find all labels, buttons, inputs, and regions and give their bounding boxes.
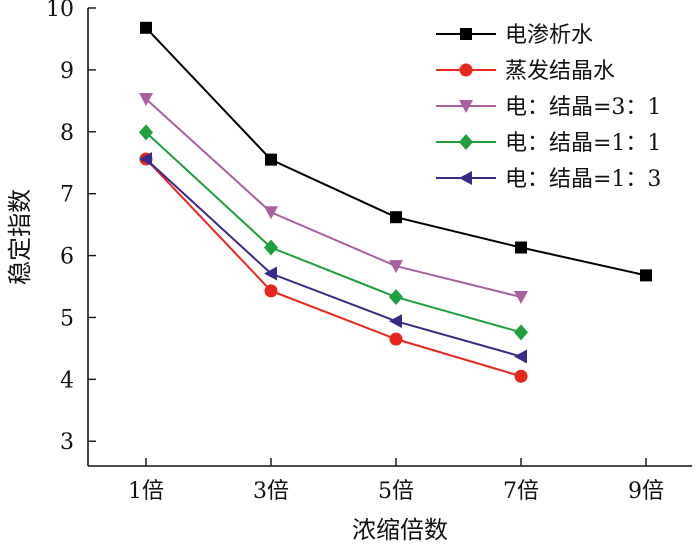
legend-marker bbox=[459, 100, 473, 113]
data-point bbox=[514, 324, 528, 341]
series-3 bbox=[139, 92, 528, 305]
data-point bbox=[139, 152, 152, 167]
y-axis: 3 4 5 6 7 8 9 10 bbox=[46, 0, 96, 455]
legend-marker bbox=[459, 171, 472, 185]
legend-item: 蒸发结晶水 bbox=[436, 59, 615, 84]
data-point bbox=[514, 369, 528, 383]
data-point bbox=[515, 241, 527, 254]
y-tick-label: 6 bbox=[60, 245, 74, 270]
x-axis-title: 浓缩倍数 bbox=[352, 516, 448, 544]
y-tick-label: 3 bbox=[60, 430, 74, 455]
y-tick-label: 7 bbox=[60, 183, 74, 208]
data-point bbox=[640, 269, 652, 282]
series-1 bbox=[140, 21, 652, 282]
legend-item: 电：结晶=3：1 bbox=[436, 95, 661, 120]
data-point bbox=[514, 291, 528, 305]
data-point bbox=[264, 266, 277, 281]
series-4 bbox=[139, 124, 528, 341]
legend-label: 电：结晶=1：3 bbox=[505, 167, 661, 192]
legend-marker bbox=[459, 63, 473, 77]
data-point bbox=[264, 239, 278, 256]
y-tick-label: 4 bbox=[60, 368, 74, 393]
data-point bbox=[389, 260, 403, 274]
x-tick-label: 1倍 bbox=[128, 479, 164, 504]
legend-item: 电渗析水 bbox=[436, 23, 593, 48]
data-point bbox=[264, 284, 278, 298]
y-tick-label: 8 bbox=[60, 121, 74, 146]
series-line bbox=[145, 131, 522, 334]
plot-frame bbox=[87, 8, 692, 467]
data-point bbox=[389, 289, 403, 306]
legend-label: 电渗析水 bbox=[505, 23, 593, 48]
series-layer bbox=[139, 21, 652, 383]
data-point bbox=[265, 153, 277, 166]
series-5 bbox=[139, 152, 527, 364]
data-point bbox=[264, 206, 278, 220]
legend-item: 电：结晶=1：3 bbox=[436, 167, 661, 192]
legend-marker bbox=[460, 28, 472, 40]
x-tick-label: 7倍 bbox=[503, 479, 539, 504]
data-point bbox=[140, 21, 152, 34]
y-tick-label: 9 bbox=[60, 59, 74, 84]
legend-item: 电：结晶=1：1 bbox=[436, 131, 661, 156]
legend-label: 电：结晶=1：1 bbox=[505, 131, 661, 156]
legend-label: 电：结晶=3：1 bbox=[505, 95, 661, 120]
series-2 bbox=[139, 152, 528, 383]
x-axis: 1倍 3倍 5倍 7倍 9倍 bbox=[128, 458, 664, 504]
y-tick-label: 10 bbox=[46, 0, 74, 22]
series-line bbox=[145, 158, 522, 378]
y-tick-label: 5 bbox=[60, 306, 74, 331]
series-line bbox=[145, 98, 522, 299]
data-point bbox=[389, 314, 402, 329]
legend-marker bbox=[459, 134, 473, 150]
data-point bbox=[514, 349, 527, 364]
y-axis-title: 稳定指数 bbox=[6, 189, 34, 285]
x-tick-label: 3倍 bbox=[253, 479, 289, 504]
x-tick-label: 9倍 bbox=[628, 479, 664, 504]
series-line bbox=[145, 158, 522, 358]
data-point bbox=[389, 332, 403, 346]
x-tick-label: 5倍 bbox=[378, 479, 414, 504]
data-point bbox=[139, 124, 153, 141]
legend-label: 蒸发结晶水 bbox=[505, 59, 615, 84]
data-point bbox=[139, 92, 153, 106]
data-point bbox=[390, 211, 402, 224]
